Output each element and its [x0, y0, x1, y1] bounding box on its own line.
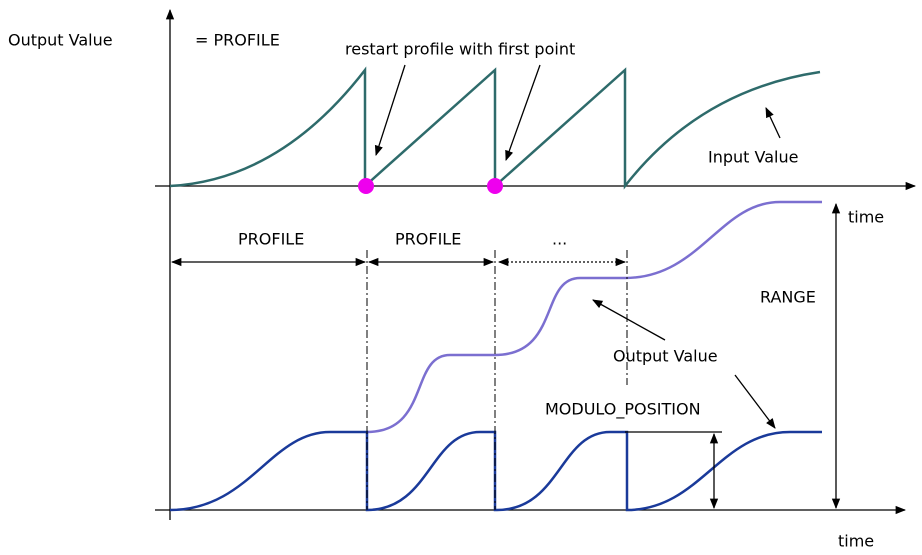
note: = PROFILE [195, 31, 280, 50]
output-curve [366, 200, 822, 434]
curve-label: Input Value [708, 148, 798, 167]
pointer [592, 299, 666, 341]
range-label: RANGE [760, 288, 816, 307]
span-label: ... [552, 230, 567, 249]
restart-point [487, 178, 503, 194]
restart-point [358, 178, 374, 194]
axis-label: time [848, 208, 884, 227]
span-label: PROFILE [395, 230, 461, 249]
modulo-curve [169, 430, 822, 512]
modulo-label: MODULO_POSITION [545, 400, 701, 420]
pointer [765, 107, 781, 139]
span-label: PROFILE [238, 230, 304, 249]
pointer [374, 64, 406, 156]
axis-label: time [838, 532, 874, 551]
separators [366, 250, 628, 510]
note: restart profile with first point [345, 40, 575, 59]
input-curve [169, 66, 821, 190]
curve-label: Output Value [613, 347, 718, 366]
pointer [505, 64, 541, 161]
pointer [734, 374, 776, 429]
y-axis-label: Output Value [8, 31, 113, 50]
